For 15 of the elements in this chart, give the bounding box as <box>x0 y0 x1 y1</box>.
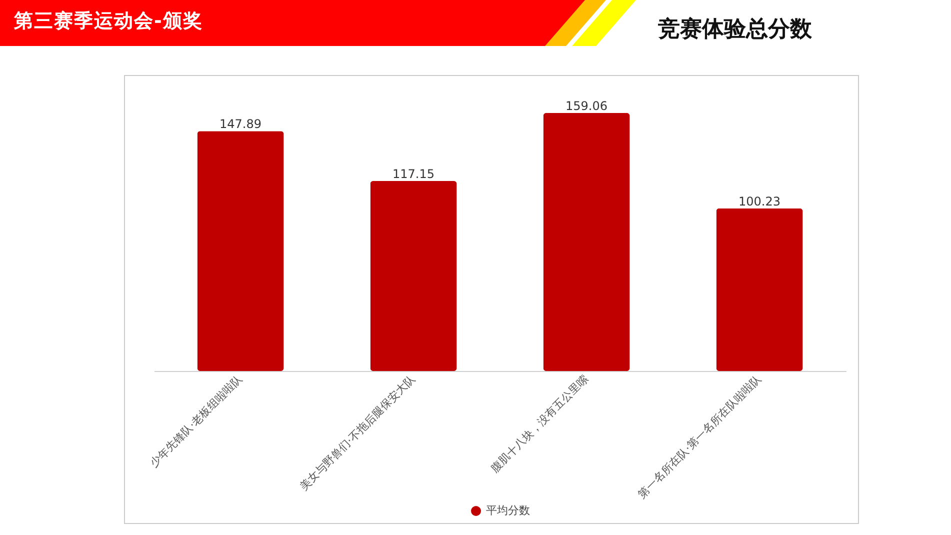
bar <box>543 113 630 371</box>
data-label: 147.89 <box>220 117 262 132</box>
data-label: 159.06 <box>566 99 608 113</box>
bar <box>370 180 457 371</box>
bar <box>197 131 284 371</box>
bar <box>716 208 803 371</box>
chart-subtitle: 第三赛季运动会-颁奖 <box>14 9 203 34</box>
data-label: 100.23 <box>738 194 780 208</box>
x-tick-label: 美女与野兽们·不拖后腿保安大队 <box>297 372 418 494</box>
legend-label: 平均分数 <box>486 504 530 517</box>
x-tick-label: 少年先锋队·老板组啦啦队 <box>148 372 245 470</box>
chart-title: 竞赛体验总分数 <box>658 16 812 44</box>
x-tick-label: 第一名所在队·第一名所在队啦啦队 <box>635 372 764 501</box>
data-label: 117.15 <box>392 166 434 181</box>
x-tick-label: 腹肌十八块，没有五公里嗦 <box>488 372 591 476</box>
